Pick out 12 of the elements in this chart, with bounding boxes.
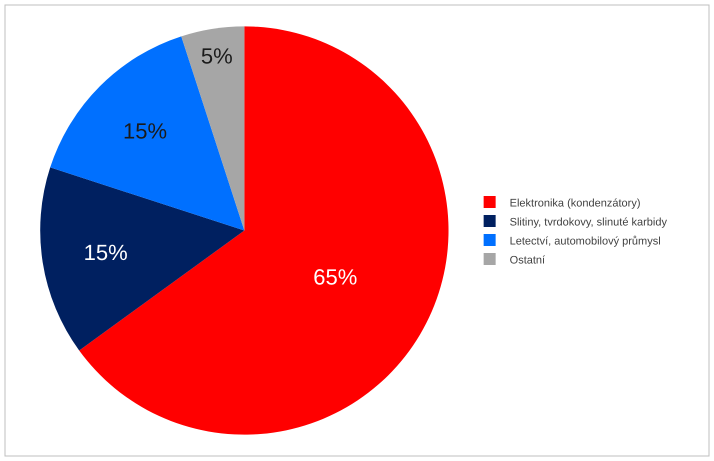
legend-label: Letectví, automobilový průmysl bbox=[510, 235, 661, 248]
legend-label: Ostatní bbox=[510, 254, 546, 266]
pie-slice bbox=[40, 167, 244, 350]
legend-label: Slitiny, tvrdokovy, slinuté karbidy bbox=[510, 216, 668, 228]
data-label: 65% bbox=[313, 264, 358, 290]
pie-slice bbox=[181, 26, 244, 230]
data-label: 15% bbox=[84, 240, 128, 265]
legend-label: Elektronika (kondenzátory) bbox=[510, 197, 640, 210]
pie-slice bbox=[79, 26, 448, 434]
pie-slice bbox=[50, 36, 244, 230]
data-label: 15% bbox=[123, 118, 168, 144]
data-label: 5% bbox=[200, 44, 233, 69]
